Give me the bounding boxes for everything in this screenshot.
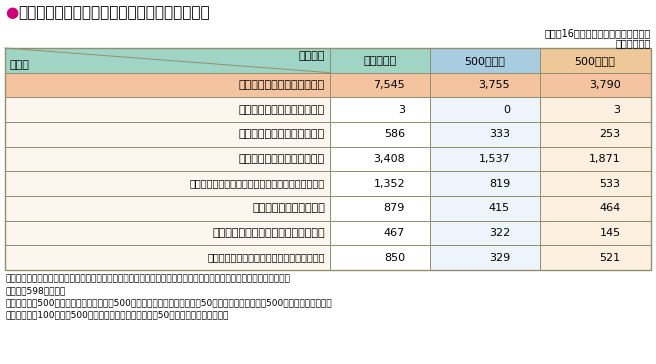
Bar	[5, 147, 330, 171]
Text: （注）１　上記のほか、実地調査に際し、規模等が調査の対象外であることが判明した事業所及び調査不能の事業所が: （注）１ 上記のほか、実地調査に際し、規模等が調査の対象外であることが判明した事…	[5, 274, 290, 283]
Bar	[5, 245, 330, 270]
Bar	[330, 97, 430, 122]
Text: 医療、福祉、教育、学習支援業、サービス業: 医療、福祉、教育、学習支援業、サービス業	[207, 253, 325, 263]
Text: ２　「500人以上」とは、企業規模500人以上で、かつ、事業所規模50人以上の事業所を、「500人未満」とは、企業: ２ 「500人以上」とは、企業規模500人以上で、かつ、事業所規模50人以上の事…	[5, 298, 332, 307]
Text: 850: 850	[384, 253, 405, 263]
Text: 産　業: 産 業	[10, 60, 30, 70]
Bar	[430, 147, 540, 171]
Bar	[540, 122, 651, 147]
Bar	[540, 97, 651, 122]
Bar	[330, 147, 430, 171]
Bar	[430, 122, 540, 147]
Bar	[330, 73, 430, 97]
Bar	[330, 196, 430, 221]
Bar	[5, 97, 330, 122]
Text: 7,545: 7,545	[373, 80, 405, 90]
Text: 467: 467	[384, 228, 405, 238]
Text: 産　　　　　業　　　　　計: 産 業 計	[239, 80, 325, 90]
Bar	[430, 245, 540, 270]
Text: 819: 819	[489, 179, 510, 189]
Bar	[540, 48, 651, 73]
Bar	[430, 97, 540, 122]
Bar	[5, 122, 330, 147]
Text: 500人未満: 500人未満	[575, 56, 615, 66]
Bar	[540, 221, 651, 245]
Text: 3: 3	[398, 105, 405, 115]
Text: 企業規模: 企業規模	[298, 51, 325, 61]
Bar	[540, 245, 651, 270]
Text: 598あった。: 598あった。	[5, 286, 65, 295]
Bar	[330, 48, 430, 73]
Text: 3,790: 3,790	[588, 80, 621, 90]
Bar	[430, 73, 540, 97]
Bar	[5, 48, 330, 73]
Text: 533: 533	[600, 179, 621, 189]
Bar	[430, 221, 540, 245]
Text: 3,755: 3,755	[478, 80, 510, 90]
Text: 資料３－４　産業別、企業規模別調査事業所数: 資料３－４ 産業別、企業規模別調査事業所数	[18, 5, 210, 20]
Bar	[430, 171, 540, 196]
Text: 521: 521	[600, 253, 621, 263]
Bar	[5, 196, 330, 221]
Bar	[430, 196, 540, 221]
Text: 金　融・保　険　業、不　動　産　業: 金 融・保 険 業、不 動 産 業	[213, 228, 325, 238]
Text: 415: 415	[489, 203, 510, 213]
Text: 586: 586	[384, 129, 405, 139]
Text: 鉱　　業、　建　　設　　業: 鉱 業、 建 設 業	[239, 129, 325, 139]
Text: 漁　　　　　　　　　　　業: 漁 業	[239, 105, 325, 115]
Text: 1,871: 1,871	[588, 154, 621, 164]
Bar	[540, 73, 651, 97]
Text: 電気・ガス・熱供給・水道業、情報通信業、運輸業: 電気・ガス・熱供給・水道業、情報通信業、運輸業	[190, 179, 325, 189]
Text: 規　模　計: 規 模 計	[363, 56, 397, 66]
Text: 322: 322	[489, 228, 510, 238]
Bar	[330, 122, 430, 147]
Text: 製　　　　造　　　　　　業: 製 造 業	[239, 154, 325, 164]
Text: （単位：所）: （単位：所）	[616, 38, 651, 48]
Text: 卸　売　・　小　売　業: 卸 売 ・ 小 売 業	[252, 203, 325, 213]
Text: 1,352: 1,352	[373, 179, 405, 189]
Text: 0: 0	[503, 105, 510, 115]
Text: 3: 3	[613, 105, 621, 115]
Text: 1,537: 1,537	[478, 154, 510, 164]
Text: 145: 145	[600, 228, 621, 238]
Bar	[5, 171, 330, 196]
Text: 333: 333	[489, 129, 510, 139]
Text: （平成16年職種別民間給与実態調査）: （平成16年職種別民間給与実態調査）	[544, 28, 651, 38]
Bar	[330, 171, 430, 196]
Bar	[430, 48, 540, 73]
Bar	[540, 171, 651, 196]
Text: 500人以上: 500人以上	[464, 56, 505, 66]
Text: 253: 253	[600, 129, 621, 139]
Text: 3,408: 3,408	[373, 154, 405, 164]
Bar	[330, 245, 430, 270]
Bar	[5, 221, 330, 245]
Text: 329: 329	[489, 253, 510, 263]
Bar	[5, 73, 330, 97]
Bar	[5, 48, 651, 270]
Bar	[540, 147, 651, 171]
Bar	[540, 196, 651, 221]
Text: ●: ●	[5, 5, 18, 20]
Text: 464: 464	[599, 203, 621, 213]
Text: 879: 879	[384, 203, 405, 213]
Bar	[330, 221, 430, 245]
Text: 規模100人以上500人未満で、かつ、事業所規模50人以上の事業所をいう。: 規模100人以上500人未満で、かつ、事業所規模50人以上の事業所をいう。	[5, 310, 228, 319]
